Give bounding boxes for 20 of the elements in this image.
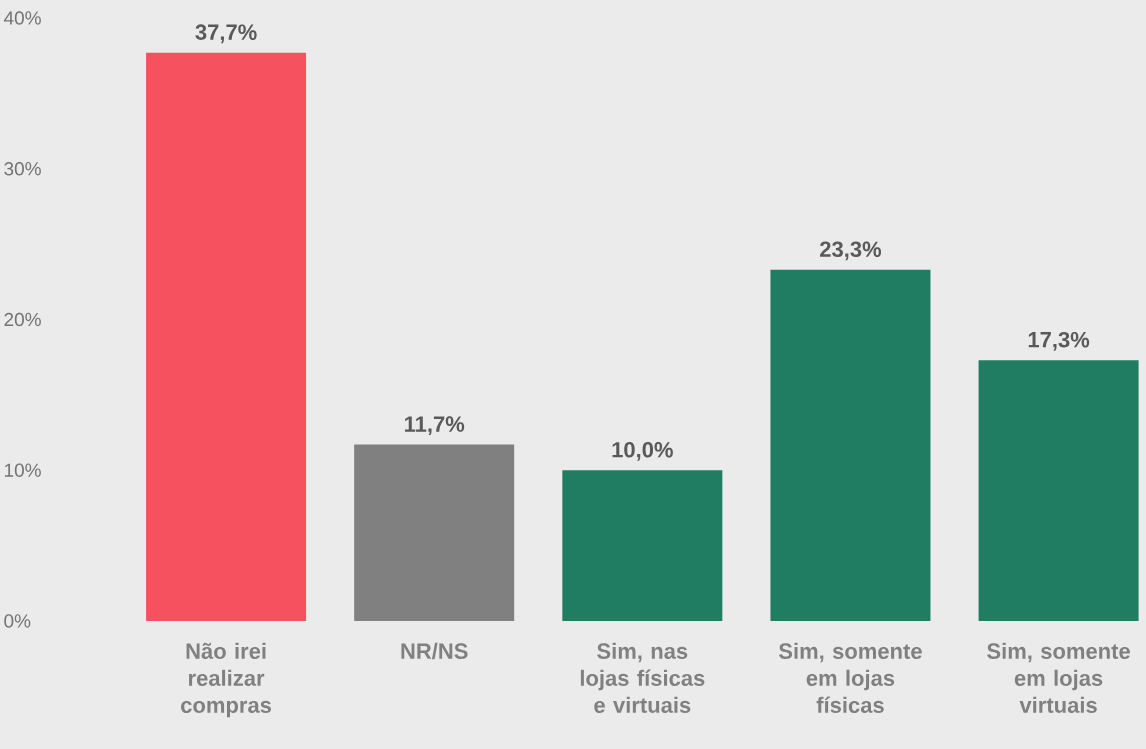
x-tick-label: Sim, somente em lojas virtuais [987, 642, 1130, 713]
y-tick-label: 40% [3, 11, 41, 25]
y-tick-label: 0% [4, 614, 31, 628]
bar [978, 360, 1139, 621]
x-tick-label: Sim, nas lojas físicas e virtuais [580, 642, 705, 713]
y-tick-label: 30% [4, 162, 41, 176]
y-tick-label: 10% [4, 463, 41, 477]
data-label: 23,3% [820, 241, 882, 261]
x-tick-label: NR/NS [401, 642, 468, 660]
x-tick-label: Não irei realizar compras [181, 642, 272, 718]
bar [354, 444, 515, 621]
data-label: 17,3% [1028, 331, 1090, 351]
data-label: 37,7% [195, 24, 257, 44]
y-tick-label: 20% [4, 312, 41, 327]
x-tick-label: Sim, somente em lojas físicas [778, 642, 922, 713]
bar [146, 52, 307, 621]
bar [770, 269, 931, 621]
data-label: 11,7% [405, 416, 465, 436]
bar [562, 470, 723, 621]
data-label: 10,0% [612, 441, 673, 461]
